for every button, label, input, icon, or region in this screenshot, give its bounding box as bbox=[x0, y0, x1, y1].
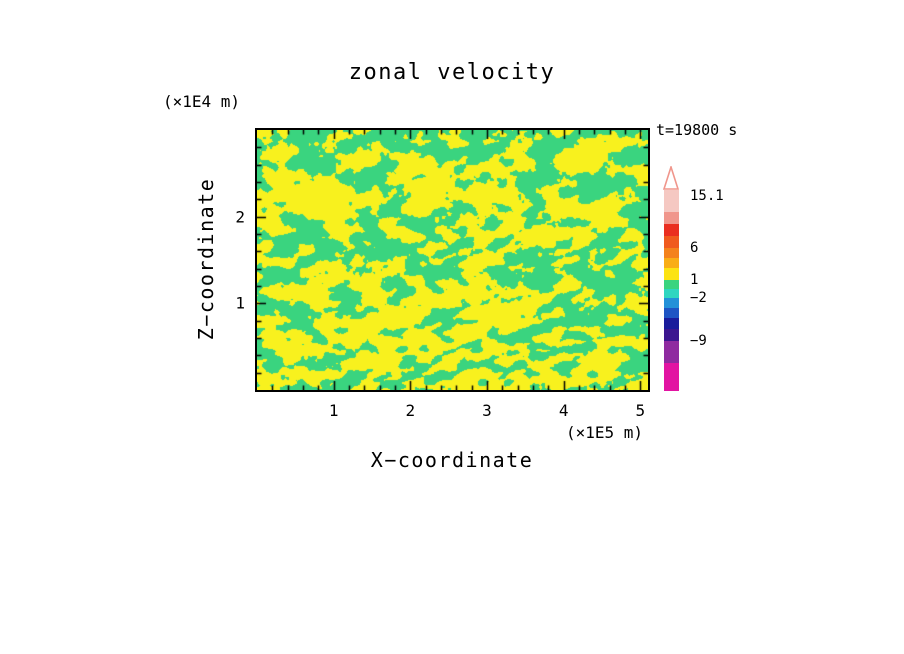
colorbar-segment bbox=[664, 298, 679, 308]
x-axis-label: X−coordinate bbox=[370, 448, 534, 472]
x-tick-label: 1 bbox=[328, 401, 339, 420]
time-label: t=19800 s bbox=[656, 121, 738, 139]
colorbar-segment bbox=[664, 363, 679, 391]
colorbar-segment bbox=[664, 236, 679, 248]
plot-frame bbox=[255, 128, 650, 392]
colorbar-segment bbox=[664, 280, 679, 289]
colorbar-segment bbox=[664, 248, 679, 258]
colorbar-segment bbox=[664, 268, 679, 280]
plot-field-canvas bbox=[257, 130, 648, 390]
y-tick-label: 2 bbox=[235, 207, 245, 227]
colorbar-tick-label: −2 bbox=[690, 290, 707, 306]
colorbar-segment bbox=[664, 289, 679, 298]
colorbar-segment bbox=[664, 258, 679, 268]
colorbar-segment bbox=[664, 329, 679, 341]
x-tick-label: 3 bbox=[482, 401, 492, 420]
colorbar-segment bbox=[664, 212, 679, 224]
colorbar-arrow-icon bbox=[663, 166, 679, 190]
plot-title: zonal velocity bbox=[348, 60, 556, 85]
x-unit-label: (×1E5 m) bbox=[566, 423, 644, 442]
y-tick-label: 1 bbox=[235, 293, 245, 313]
colorbar-segment bbox=[664, 318, 679, 329]
colorbar-tick-label: 15.1 bbox=[690, 188, 724, 204]
colorbar-segment bbox=[664, 224, 679, 236]
colorbar-tick-label: −9 bbox=[690, 333, 707, 349]
x-tick-label: 4 bbox=[558, 401, 569, 420]
colorbar-tick-label: 6 bbox=[690, 240, 699, 256]
colorbar-segment bbox=[664, 341, 679, 363]
x-tick-label: 2 bbox=[405, 401, 416, 420]
colorbar-tick-label: 1 bbox=[690, 272, 699, 288]
colorbar-segment bbox=[664, 308, 679, 318]
y-unit-label: (×1E4 m) bbox=[163, 92, 241, 111]
x-tick-label: 5 bbox=[635, 401, 646, 420]
y-axis-label: Z−coordinate bbox=[194, 177, 218, 341]
colorbar-segment bbox=[664, 190, 679, 212]
